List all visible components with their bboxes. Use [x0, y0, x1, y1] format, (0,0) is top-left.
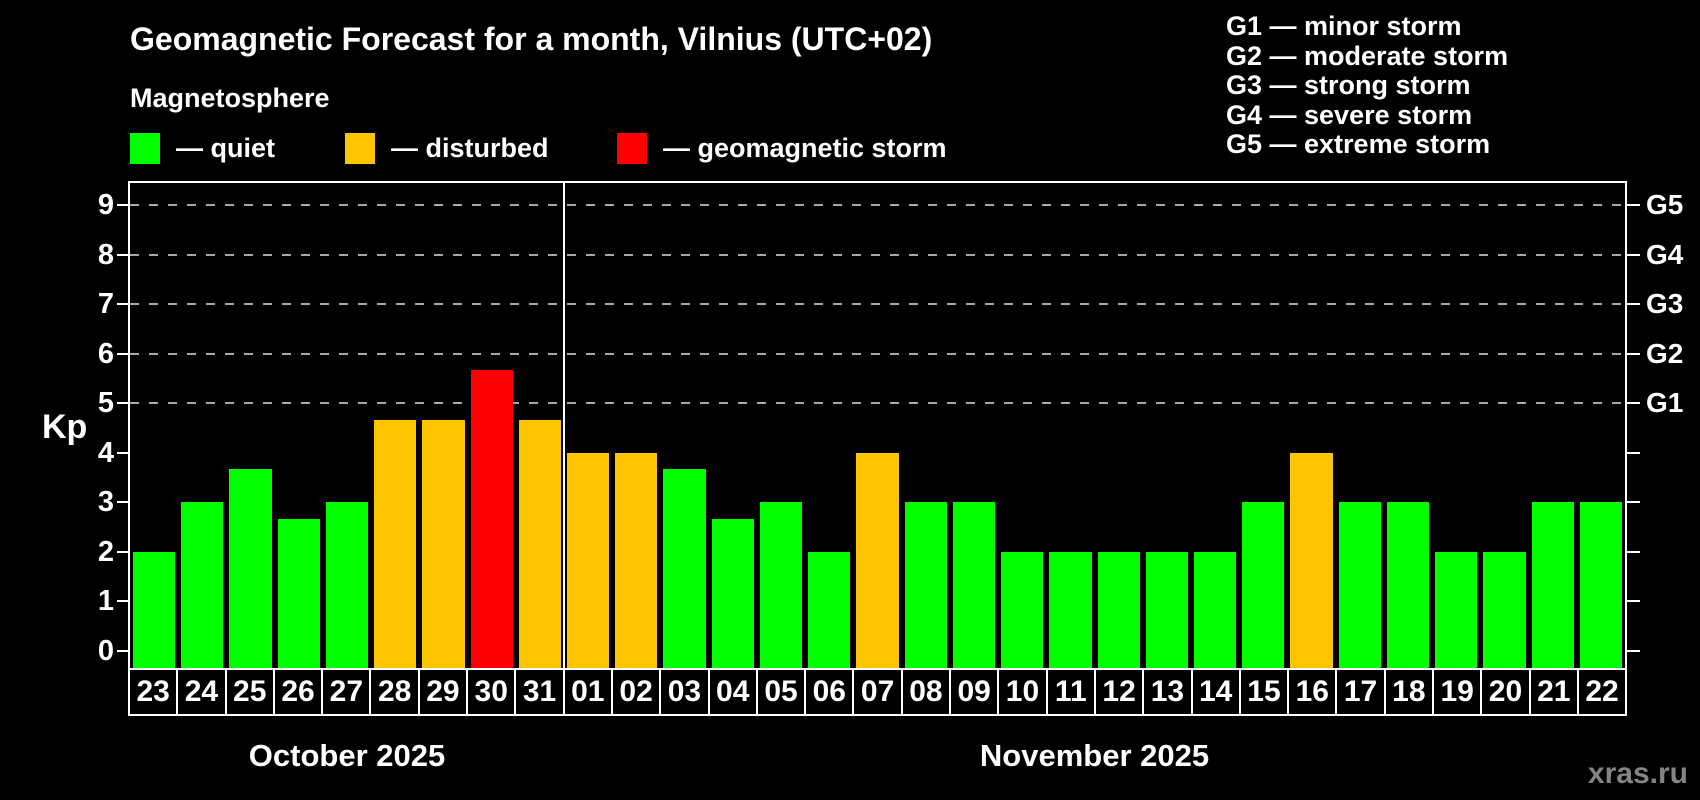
y-tick-right-1 — [1627, 600, 1640, 603]
date-cell-15: 15 — [1241, 670, 1290, 714]
date-cell-20: 20 — [1482, 670, 1531, 714]
y-tick-label-1: 1 — [97, 585, 114, 618]
y-tick-right-8 — [1627, 253, 1640, 256]
y-tick-right-3 — [1627, 501, 1640, 504]
date-cell-25: 25 — [227, 670, 275, 714]
y-tick-right-6 — [1627, 352, 1640, 355]
date-cell-04: 04 — [710, 670, 758, 714]
legend-item-quiet: — quiet — [130, 133, 275, 164]
y-tick-label-9: 9 — [97, 189, 114, 222]
chart-title: Geomagnetic Forecast for a month, Vilniu… — [130, 21, 933, 57]
plot-area — [128, 181, 1627, 668]
storm-color-swatch — [617, 133, 647, 164]
y-tick-label-3: 3 — [97, 486, 114, 519]
right-axis-label-g2: G2 — [1646, 337, 1684, 369]
right-axis-label-g5: G5 — [1646, 189, 1684, 221]
date-cell-23: 23 — [130, 670, 179, 714]
disturbed-color-swatch — [345, 133, 375, 164]
date-cell-22: 22 — [1585, 675, 1619, 708]
storm-scale-line-g5: G5 — extreme storm — [1226, 129, 1491, 159]
date-cell-24: 24 — [178, 670, 227, 714]
storm-scale-line-g4: G4 — severe storm — [1226, 99, 1473, 130]
quiet-color-swatch — [130, 133, 160, 164]
storm-scale-legend: G1 — minor storm G2 — moderate storm G3 — … — [1226, 11, 1509, 160]
date-cell-26: 26 — [275, 670, 324, 714]
y-tick-label-2: 2 — [97, 535, 114, 568]
date-cell-18: 18 — [1386, 670, 1435, 714]
y-tick-right-2 — [1627, 550, 1640, 553]
date-cell-10: 10 — [999, 670, 1048, 714]
month-label-october: October 2025 — [248, 738, 446, 773]
date-cell-03: 03 — [661, 670, 710, 714]
date-cell-01: 01 — [565, 670, 613, 714]
y-tick-right-4 — [1627, 451, 1640, 454]
date-cell-07: 07 — [854, 670, 903, 714]
y-tick-right-9 — [1627, 204, 1640, 207]
watermark: xras.ru — [1587, 757, 1688, 790]
storm-scale-line-g3: G3 — strong storm — [1226, 70, 1471, 100]
right-axis-label-g1: G1 — [1646, 387, 1684, 419]
y-tick-right-7 — [1627, 303, 1640, 306]
right-axis-label-g4: G4 — [1646, 238, 1684, 270]
date-cell-31: 31 — [516, 670, 565, 714]
y-tick-label-7: 7 — [97, 288, 114, 321]
date-cell-30: 30 — [468, 670, 517, 714]
date-cell-06: 06 — [806, 670, 855, 714]
y-axis-title: Kp — [42, 408, 88, 446]
y-tick-right-0 — [1627, 649, 1640, 652]
y-tick-label-6: 6 — [97, 337, 114, 370]
date-cell-17: 17 — [1337, 670, 1386, 714]
legend-label-quiet: — quiet — [176, 133, 275, 163]
date-cell-02: 02 — [613, 670, 662, 714]
date-cell-09: 09 — [951, 670, 1000, 714]
date-cell-08: 08 — [903, 670, 952, 714]
date-axis-row: 23 24 25 26 27 28 29 30 31 01 02 03 04 05 06 07 08 09 10 11… — [128, 668, 1627, 716]
date-cell-12: 12 — [1096, 670, 1145, 714]
date-cell-21: 21 — [1531, 670, 1579, 714]
date-cell-29: 29 — [420, 670, 469, 714]
date-cell-13: 13 — [1144, 670, 1193, 714]
storm-scale-line-g2: G2 — moderate storm — [1226, 40, 1509, 71]
y-tick-right-5 — [1627, 402, 1640, 405]
storm-scale-line-g1: G1 — minor storm — [1226, 11, 1462, 41]
legend-item-disturbed: — disturbed — [345, 133, 549, 164]
date-cell-16: 16 — [1289, 670, 1338, 714]
right-axis-label-g3: G3 — [1646, 288, 1684, 320]
y-tick-label-0: 0 — [97, 634, 114, 667]
y-tick-label-8: 8 — [97, 238, 114, 271]
date-cell-27: 27 — [323, 670, 372, 714]
date-cell-05: 05 — [758, 670, 807, 714]
date-cell-14: 14 — [1193, 670, 1241, 714]
legend-label-disturbed: — disturbed — [391, 133, 549, 163]
month-label-november: November 2025 — [979, 738, 1210, 773]
legend-item-storm: — geomagnetic storm — [617, 133, 947, 164]
chart-subtitle: Magnetosphere — [130, 83, 330, 113]
date-cell-11: 11 — [1048, 670, 1096, 714]
date-cell-19: 19 — [1434, 670, 1483, 714]
legend-label-storm: — geomagnetic storm — [663, 133, 947, 163]
date-cell-28: 28 — [371, 670, 420, 714]
